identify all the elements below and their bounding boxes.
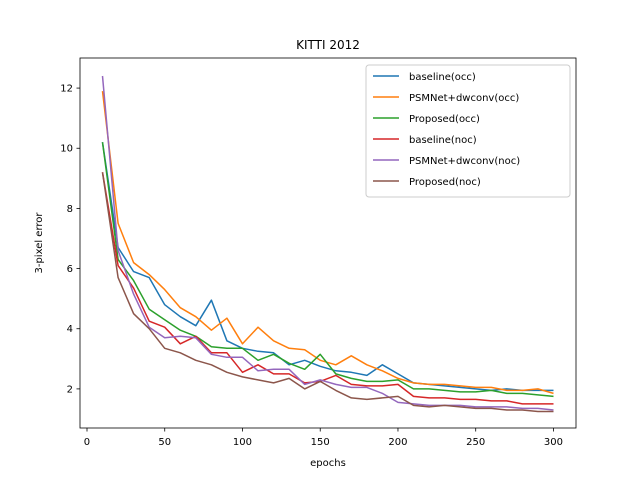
y-tick-label: 8	[67, 204, 73, 215]
legend-label: PSMNet+dwconv(noc)	[409, 156, 520, 167]
legend-label: PSMNet+dwconv(occ)	[409, 93, 519, 104]
legend-label: Proposed(occ)	[409, 114, 480, 125]
series-line-2	[101, 91, 554, 395]
x-axis-title: epochs	[310, 458, 346, 469]
series-line-4	[101, 172, 554, 405]
x-tick-label: 0	[84, 437, 90, 448]
series-line-6	[101, 172, 554, 413]
legend-label: baseline(noc)	[409, 135, 477, 146]
y-axis: 2 4 6 8 10 12	[60, 84, 80, 395]
series-line-3	[101, 142, 554, 398]
x-tick-label: 200	[388, 437, 407, 448]
chart-title: KITTI 2012	[296, 38, 360, 52]
x-tick-label: 50	[158, 437, 171, 448]
series-line-1	[101, 142, 554, 392]
y-tick-label: 10	[60, 144, 73, 155]
x-tick-label: 100	[233, 437, 252, 448]
legend-label: baseline(occ)	[409, 72, 476, 83]
x-tick-label: 150	[311, 437, 330, 448]
x-axis: 0 50 100 150 200 250 300	[84, 428, 563, 448]
plot-frame	[79, 57, 577, 429]
series-line-5	[101, 75, 554, 411]
y-tick-label: 2	[67, 384, 73, 395]
y-tick-label: 4	[67, 324, 73, 335]
legend: baseline(occ) PSMNet+dwconv(occ) Proposed(…	[365, 64, 571, 198]
y-tick-label: 6	[67, 264, 73, 275]
x-tick-label: 300	[544, 437, 563, 448]
series-layer	[101, 75, 554, 413]
legend-box	[365, 64, 571, 198]
x-tick-label: 250	[466, 437, 485, 448]
legend-label: Proposed(noc)	[409, 177, 481, 188]
plot-area	[79, 57, 577, 429]
y-axis-title: 3-pixel error	[34, 212, 45, 274]
y-tick-label: 12	[60, 84, 73, 95]
